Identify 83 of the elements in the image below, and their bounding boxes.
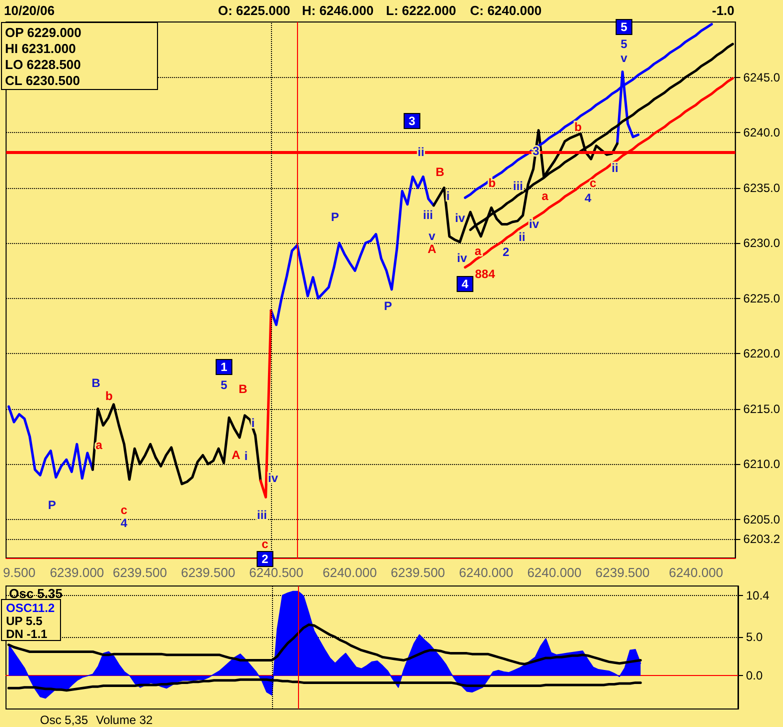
annotation: b [488, 176, 496, 190]
annotation: HI 6231.000 [5, 41, 76, 56]
annotation: UP 5.5 [6, 614, 42, 628]
annotation: 5 [620, 20, 628, 34]
x-tick-label: 6239.500 [390, 565, 446, 580]
y-tick-label: 6245.0 [743, 70, 780, 84]
text: -1.0 [712, 3, 734, 18]
y-tick-label: 6220.0 [743, 346, 780, 361]
annotation: iii [422, 208, 434, 222]
y-tick-label: 6215.0 [743, 402, 780, 416]
annotation: A [428, 242, 437, 256]
text: 10/20/06 [4, 3, 55, 18]
y-tick-label: 10.4 [746, 588, 770, 602]
x-tick-label: 6240.000 [458, 565, 514, 580]
annotation: a [96, 438, 103, 452]
annotation: 4 [584, 191, 592, 205]
annotation: CL 6230.500 [5, 73, 80, 88]
annotation: i [244, 449, 248, 463]
x-tick-label: 6239.000 [50, 565, 104, 580]
annotation: b [105, 389, 113, 403]
annotation: iv [454, 211, 466, 225]
x-tick-label: 9.500 [2, 565, 36, 580]
annotation: iii [256, 508, 268, 522]
text: L: 6222.000 [386, 3, 456, 18]
y-tick-label: 6240.0 [743, 126, 780, 140]
annotation: P [330, 210, 340, 224]
annotation: OP 6229.000 [5, 25, 82, 40]
annotation: iv [268, 471, 278, 485]
y-tick-label: 6203.2 [743, 532, 780, 546]
y-tick-label: 0.0 [746, 668, 764, 683]
x-tick-label: 6239.500 [112, 565, 167, 580]
text: Volume 32 [96, 713, 153, 727]
y-tick-label: 6230.0 [743, 236, 780, 250]
y-tick-label: 5.0 [746, 630, 764, 644]
annotation: i [446, 189, 450, 203]
y-tick-label: 6235.0 [743, 180, 780, 195]
annotation: OSC11.2 [6, 601, 55, 615]
annotation: a [542, 189, 549, 203]
text: Osc 5,35 [40, 713, 88, 727]
x-tick-label: 6240.000 [668, 565, 724, 580]
annotation: v [428, 229, 436, 243]
x-tick-label: 6239.500 [180, 565, 236, 580]
x-tick-label: 6240.500 [249, 565, 304, 580]
annotation: ii [418, 145, 424, 159]
annotation: ii [518, 230, 526, 244]
annotation: b [574, 120, 582, 134]
annotation: B [92, 376, 101, 390]
text: H: 6246.000 [302, 3, 374, 18]
x-tick-label: 6240.000 [322, 565, 377, 580]
annotation: B [436, 165, 445, 179]
annotation: a [474, 244, 482, 258]
annotation: 3 [408, 114, 416, 128]
annotation: P [384, 299, 392, 313]
annotation: 2 [262, 552, 269, 566]
annotation: LO 6228.500 [5, 57, 81, 72]
annotation: 5 [620, 37, 628, 51]
annotation: B [238, 382, 248, 396]
annotation: DN -1.1 [6, 627, 48, 641]
y-tick-label: 6210.0 [743, 457, 780, 472]
text: C: 6240.000 [470, 3, 542, 18]
x-tick-label: 6239.500 [595, 565, 650, 580]
annotation: iv [528, 217, 540, 231]
annotation: i [251, 416, 255, 430]
annotation: 3 [532, 144, 540, 158]
text: O: 6225.000 [218, 3, 290, 18]
annotation: 5 [220, 378, 228, 392]
y-tick-label: 6205.0 [743, 512, 780, 526]
annotation: c [120, 503, 128, 517]
annotation: v [620, 51, 628, 65]
annotation: A [232, 448, 241, 462]
annotation: c [590, 176, 597, 190]
annotation: 1 [220, 360, 228, 374]
x-tick-label: 6240.000 [527, 565, 582, 580]
annotation: 2 [502, 245, 510, 259]
annotation: 4 [120, 516, 128, 530]
annotation: ii [612, 161, 618, 175]
annotation: iii [512, 179, 524, 193]
annotation: c [262, 537, 269, 551]
y-tick-label: 6225.0 [743, 291, 780, 306]
annotation: 884 [474, 267, 496, 281]
annotation: P [48, 498, 56, 512]
annotation: iv [456, 251, 468, 265]
annotation: 4 [462, 277, 469, 291]
